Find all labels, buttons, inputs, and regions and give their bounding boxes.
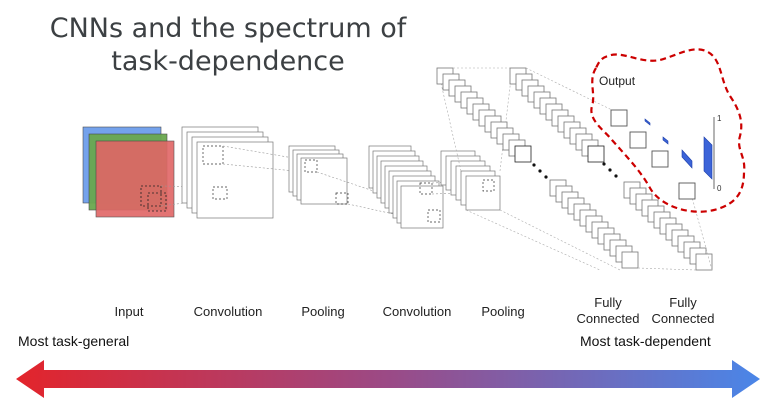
title-line-1: CNNs and the spectrum of — [49, 13, 407, 44]
stage-label-pooling-2: Pooling — [481, 304, 525, 319]
title-line-2: task-dependence — [111, 46, 345, 77]
input-receptive-field — [140, 185, 162, 207]
fc2-layer — [509, 67, 713, 271]
output-highlight-outline — [590, 48, 746, 213]
conv2-volume — [368, 145, 444, 229]
output-probability-bars — [644, 118, 713, 180]
fc2-ellipsis — [602, 162, 618, 178]
fc1-ellipsis — [532, 163, 548, 179]
fc1-layer — [436, 67, 639, 269]
spectrum-right-label: Most task-dependent — [580, 333, 711, 349]
conv1-volume — [181, 126, 274, 219]
output-nodes — [610, 109, 696, 200]
axis-bottom-label: 0 — [717, 184, 722, 193]
connector-pool2-fc1 — [437, 69, 621, 271]
connector-fc1-fc2 — [453, 67, 713, 271]
input-volume — [82, 126, 175, 218]
stage-label-fully-connected-1: Fully Connected — [576, 295, 640, 326]
stage-label-convolution-2: Convolution — [382, 304, 452, 319]
pool2-volume — [440, 150, 501, 211]
input-red-channel — [95, 140, 175, 218]
task-spectrum-arrow — [16, 360, 760, 398]
stage-label-input: Input — [114, 304, 144, 319]
axis-top-label: 1 — [717, 114, 722, 123]
slide-title: CNNs and the spectrum of task-dependence — [0, 12, 456, 78]
pool1-volume — [288, 145, 349, 205]
stage-label-convolution-1: Convolution — [193, 304, 263, 319]
output-label: Output — [599, 74, 636, 88]
spectrum-left-label: Most task-general — [18, 333, 130, 349]
stage-label-fully-connected-2: Fully Connected — [651, 295, 715, 326]
stage-label-pooling-1: Pooling — [301, 304, 345, 319]
